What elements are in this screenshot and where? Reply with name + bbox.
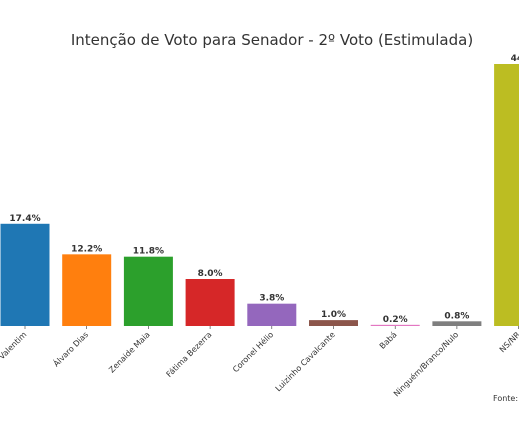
bar-value-label: 0.8%	[444, 311, 469, 321]
bar	[185, 279, 235, 326]
x-tick-label: NS/NR	[498, 330, 519, 355]
bar-value-label: 8.0%	[198, 269, 223, 279]
chart-title: Intenção de Voto para Senador - 2º Voto …	[70, 31, 474, 49]
bar	[247, 303, 297, 326]
bar	[62, 254, 112, 326]
x-tick-label: Babá	[378, 330, 399, 351]
bar-value-label: 1.0%	[321, 310, 346, 320]
bar	[0, 223, 50, 326]
bar	[309, 320, 358, 326]
bar	[370, 324, 420, 326]
x-tick-label: Valentim	[0, 330, 29, 361]
bar	[494, 64, 519, 326]
bar-value-label: 0.2%	[383, 315, 408, 325]
bar	[432, 321, 482, 326]
bar-value-label: 12.2%	[71, 244, 102, 254]
x-tick-label: Zenaide Maia	[107, 330, 152, 375]
x-tick-labels-group: Valentim Álvaro Dias Zenaide Maia Fátima Be…	[0, 326, 519, 398]
bar-value-label: 44.	[511, 54, 519, 64]
bar-value-label: 3.8%	[259, 294, 284, 304]
source-note: Fonte:	[493, 394, 519, 403]
x-tick-label: Ninguém/Branco/Nulo	[391, 329, 460, 398]
value-labels-group: 17.4% 12.2% 11.8% 8.0% 3.8% 1.0% 0.2% 0.8% 44.	[9, 54, 519, 325]
x-tick-label: Fátima Bezerra	[165, 330, 214, 379]
x-tick-label: Luizinho Cavalcante	[274, 330, 337, 393]
bar-value-label: 17.4%	[9, 214, 40, 224]
bars-group	[0, 64, 519, 326]
x-tick-label: Álvaro Dias	[50, 329, 90, 369]
bar-value-label: 11.8%	[133, 247, 164, 257]
bar	[123, 256, 173, 326]
x-tick-label: Coronel Hélio	[230, 329, 275, 374]
